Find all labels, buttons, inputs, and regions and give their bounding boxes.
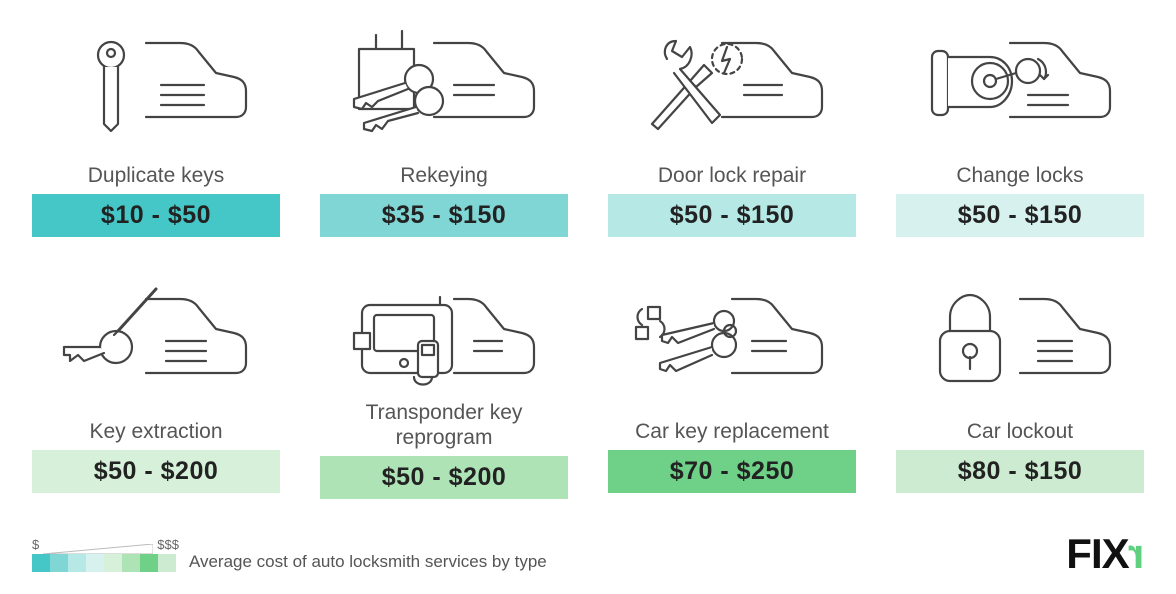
service-price: $50 - $150 xyxy=(896,194,1144,237)
car-lockout-icon xyxy=(910,280,1130,400)
service-label: Door lock repair xyxy=(658,144,806,194)
service-cell: Car lockout $80 - $150 xyxy=(896,280,1144,512)
service-price: $50 - $200 xyxy=(32,450,280,493)
service-price: $50 - $200 xyxy=(320,456,568,499)
rekeying-icon xyxy=(334,24,554,144)
service-label: Duplicate keys xyxy=(88,144,225,194)
swatch xyxy=(140,554,158,572)
service-label: Car lockout xyxy=(967,400,1073,450)
service-cell: Transponder keyreprogram $50 - $200 xyxy=(320,280,568,512)
key-extraction-icon xyxy=(46,280,266,400)
fixr-logo: FIXr xyxy=(1066,530,1144,578)
logo-text: FIX xyxy=(1066,530,1128,578)
service-price: $50 - $150 xyxy=(608,194,856,237)
service-label: Change locks xyxy=(956,144,1083,194)
service-price: $80 - $150 xyxy=(896,450,1144,493)
logo-suffix: r xyxy=(1129,530,1144,578)
wedge-icon xyxy=(43,542,153,552)
swatches xyxy=(32,554,179,572)
door-lock-repair-icon xyxy=(622,24,842,144)
service-cell: Car key replacement $70 - $250 xyxy=(608,280,856,512)
cost-legend: $ $$$ Average cost of auto locksmith ser… xyxy=(32,537,547,572)
service-label: Rekeying xyxy=(400,144,488,194)
service-cell: Door lock repair $50 - $150 xyxy=(608,24,856,256)
swatch xyxy=(68,554,86,572)
services-grid: Duplicate keys $10 - $50 Rekeying $35 - … xyxy=(32,24,1144,512)
transponder-reprogram-icon xyxy=(334,280,554,400)
service-label: Transponder keyreprogram xyxy=(366,400,523,456)
swatch xyxy=(50,554,68,572)
scale-high: $$$ xyxy=(157,537,179,552)
service-price: $35 - $150 xyxy=(320,194,568,237)
change-locks-icon xyxy=(910,24,1130,144)
duplicate-keys-icon xyxy=(46,24,266,144)
swatch xyxy=(86,554,104,572)
service-price: $70 - $250 xyxy=(608,450,856,493)
swatch xyxy=(158,554,176,572)
service-cell: Rekeying $35 - $150 xyxy=(320,24,568,256)
service-label: Key extraction xyxy=(89,400,222,450)
scale: $ $$$ xyxy=(32,537,179,572)
swatch xyxy=(32,554,50,572)
swatch xyxy=(104,554,122,572)
service-label: Car key replacement xyxy=(635,400,829,450)
service-cell: Key extraction $50 - $200 xyxy=(32,280,280,512)
service-price: $10 - $50 xyxy=(32,194,280,237)
car-key-replacement-icon xyxy=(622,280,842,400)
legend-text: Average cost of auto locksmith services … xyxy=(189,552,547,572)
service-cell: Duplicate keys $10 - $50 xyxy=(32,24,280,256)
footer: $ $$$ Average cost of auto locksmith ser… xyxy=(32,512,1144,578)
swatch xyxy=(122,554,140,572)
scale-low: $ xyxy=(32,537,39,552)
service-cell: Change locks $50 - $150 xyxy=(896,24,1144,256)
